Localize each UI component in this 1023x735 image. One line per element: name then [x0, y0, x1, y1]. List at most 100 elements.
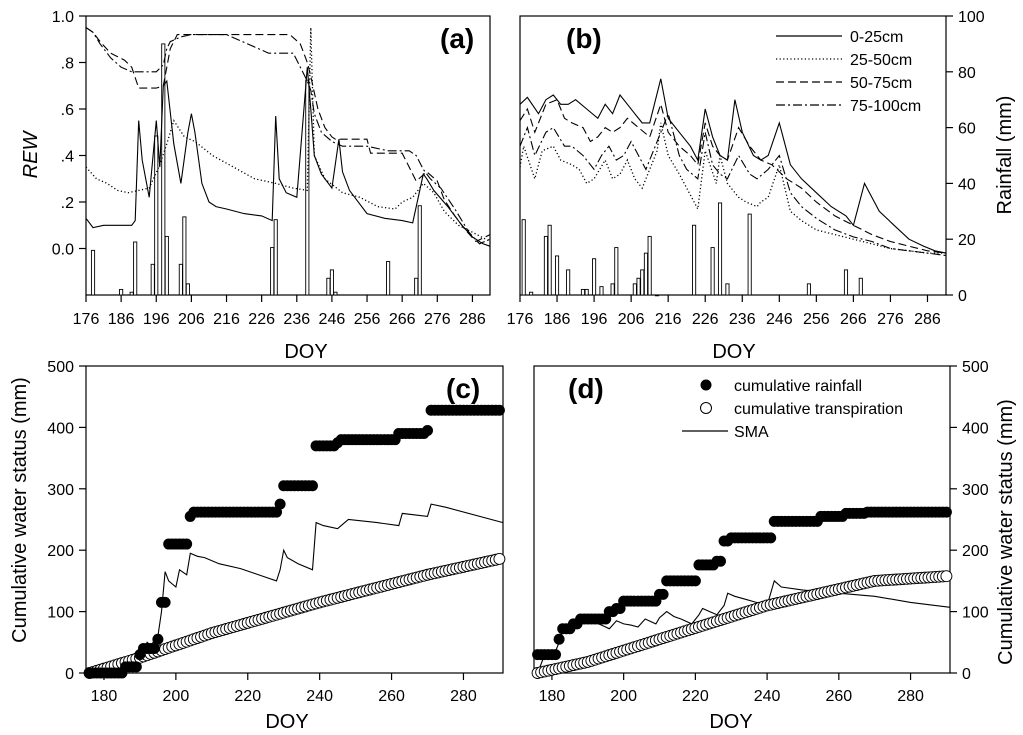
- panel-a-xtick-label: 276: [424, 311, 451, 328]
- panel-b: 176 186 196 206 216 226 236 246 256 266 276 286 0 20 4…: [507, 9, 985, 328]
- panel-a-ytick-label: .8: [61, 56, 74, 73]
- panel-a-rain-bar: [154, 135, 159, 296]
- panel-a-rain-bar: [273, 219, 278, 296]
- panel-c-xtick-label: 280: [450, 688, 477, 705]
- panel-c-ytick-label: 300: [47, 482, 74, 499]
- panel-a-series-line-dotted: [85, 27, 491, 243]
- panel-a-rain-bar: [185, 283, 190, 296]
- panel-b-rain-bar: [521, 219, 526, 296]
- panel-b-rain-bar: [692, 224, 697, 296]
- panel-b-xlabel: DOY: [712, 341, 755, 363]
- panel-a-xtick-label: 216: [213, 311, 240, 328]
- legend-marker-rainfall: [700, 379, 712, 391]
- panel-c-xtick-label: 200: [163, 688, 190, 705]
- panel-b-rain-bar: [592, 258, 597, 296]
- panel-a-rain-bar: [178, 263, 183, 296]
- legend-label-50-75: 50-75cm: [850, 75, 912, 92]
- panel-d-ytick-label: 0: [962, 666, 971, 683]
- panel-b-series-line-solid: [519, 78, 947, 254]
- legend-label-25-50: 25-50cm: [850, 52, 912, 69]
- panel-b-xtick-label: 206: [618, 311, 645, 328]
- panel-c-xtick-label: 260: [378, 688, 405, 705]
- panel-a-xlabel: DOY: [284, 341, 327, 363]
- panel-b-xtick-label: 226: [692, 311, 719, 328]
- panel-a-rain-bar: [90, 249, 96, 296]
- panel-b-series-line-dashdot: [519, 111, 947, 257]
- panel-c-ytick-label: 200: [47, 543, 74, 560]
- panel-b-xtick-label: 186: [544, 311, 571, 328]
- panel-a-rain-bar: [129, 291, 134, 296]
- panel-b-rain-bar: [614, 247, 619, 296]
- panel-c-xtick-label: 180: [91, 688, 118, 705]
- panel-b-rain-bar: [599, 286, 604, 296]
- panel-a-xtick-label: 286: [459, 311, 486, 328]
- panel-b-rain-tick-label: 20: [958, 232, 976, 249]
- panel-d-xtick-label: 240: [754, 688, 781, 705]
- panel-b-rain-bar: [566, 269, 571, 296]
- panel-a-ytick-label: 0.0: [52, 242, 74, 259]
- panel-a-rain-bar: [417, 205, 422, 296]
- panel-d-ytick-label: 200: [962, 543, 989, 560]
- panel-b-rain-tick-label: 0: [958, 288, 967, 305]
- panel-b-rain-bar: [636, 277, 641, 296]
- panel-b-rain-bar: [610, 283, 615, 296]
- panel-d-rainfall-point: [940, 506, 952, 518]
- panel-c-rainfall-point: [152, 633, 164, 645]
- panel-c-label: (c): [446, 373, 480, 404]
- panel-a-frame: [85, 15, 491, 296]
- panel-d-xtick-label: 180: [539, 688, 566, 705]
- panel-d-rainfall-point: [689, 575, 701, 587]
- panel-b-xtick-label: 256: [803, 311, 830, 328]
- panel-a-rain-bar: [414, 277, 419, 296]
- panel-d-xtick-label: 200: [610, 688, 637, 705]
- panel-d-ytick-label: 100: [962, 605, 989, 622]
- panel-b-rain-bar: [655, 294, 660, 297]
- panel-c-xtick-label: 220: [234, 688, 261, 705]
- panel-d-ylabel: Cumulative water status (mm): [995, 399, 1017, 665]
- panel-a-rain-bar: [333, 291, 338, 296]
- panel-c-rainfall-point: [159, 596, 171, 608]
- panel-d-xtick-label: 220: [682, 688, 709, 705]
- panel-d-ytick-label: 400: [962, 420, 989, 437]
- panel-a-xtick-label: 176: [73, 311, 100, 328]
- panel-b-rain-bar: [547, 224, 552, 296]
- panel-b-xtick-label: 236: [729, 311, 756, 328]
- panel-a-xtick-label: 246: [319, 311, 346, 328]
- panel-d-ytick-label: 300: [962, 482, 989, 499]
- panel-a-series-line-dashed: [85, 27, 491, 243]
- panel-b-rain-tick-label: 100: [958, 9, 985, 26]
- panel-b-label: (b): [566, 23, 602, 54]
- panel-b-xtick-label: 246: [766, 311, 793, 328]
- panel-c-rainfall-point: [181, 538, 193, 550]
- panel-d: 180 200 220 240 260 280 0 100 200 300 400 500: [531, 359, 989, 705]
- panel-b-rain-bar: [580, 288, 586, 296]
- legend-label-transpiration: cumulative transpiration: [734, 401, 903, 418]
- legend-label-rainfall: cumulative rainfall: [734, 378, 862, 395]
- panel-b-rain-bar: [543, 235, 548, 296]
- panel-c-ytick-label: 0: [65, 666, 74, 683]
- panel-b-rain-bar: [725, 283, 730, 296]
- panel-c-frame: [85, 365, 504, 674]
- panel-d-rainfall-point: [657, 588, 669, 600]
- panel-c-rainfall-point: [493, 404, 505, 416]
- panel-a-series-line-solid: [85, 67, 491, 247]
- panel-c-ylabel: Cumulative water status (mm): [9, 377, 31, 643]
- panel-d-transpiration-point: [940, 570, 953, 583]
- panel-b-xtick-label: 276: [877, 311, 904, 328]
- panel-b-rain-bar: [710, 247, 715, 296]
- panel-b-rain-bar: [643, 252, 648, 296]
- panel-d-xlabel: DOY: [709, 711, 752, 733]
- panel-d-rainfall-point: [765, 532, 777, 544]
- panel-d-ytick-label: 500: [962, 359, 989, 376]
- panel-b-rain-bar: [858, 277, 863, 296]
- panel-b-series-line-dotted: [519, 122, 946, 254]
- panel-c-xlabel: DOY: [265, 711, 308, 733]
- panel-b-rain-bar: [529, 291, 534, 296]
- panel-a-rain-bar: [161, 43, 166, 296]
- panel-a-ytick-label: .2: [61, 195, 74, 212]
- panel-d-rainfall-point: [550, 649, 562, 661]
- legend-depth: 0-25cm 25-50cm 50-75cm 75-100cm: [776, 29, 921, 115]
- legend-label-0-25: 0-25cm: [850, 29, 903, 46]
- panel-a-rain-bar: [329, 269, 334, 296]
